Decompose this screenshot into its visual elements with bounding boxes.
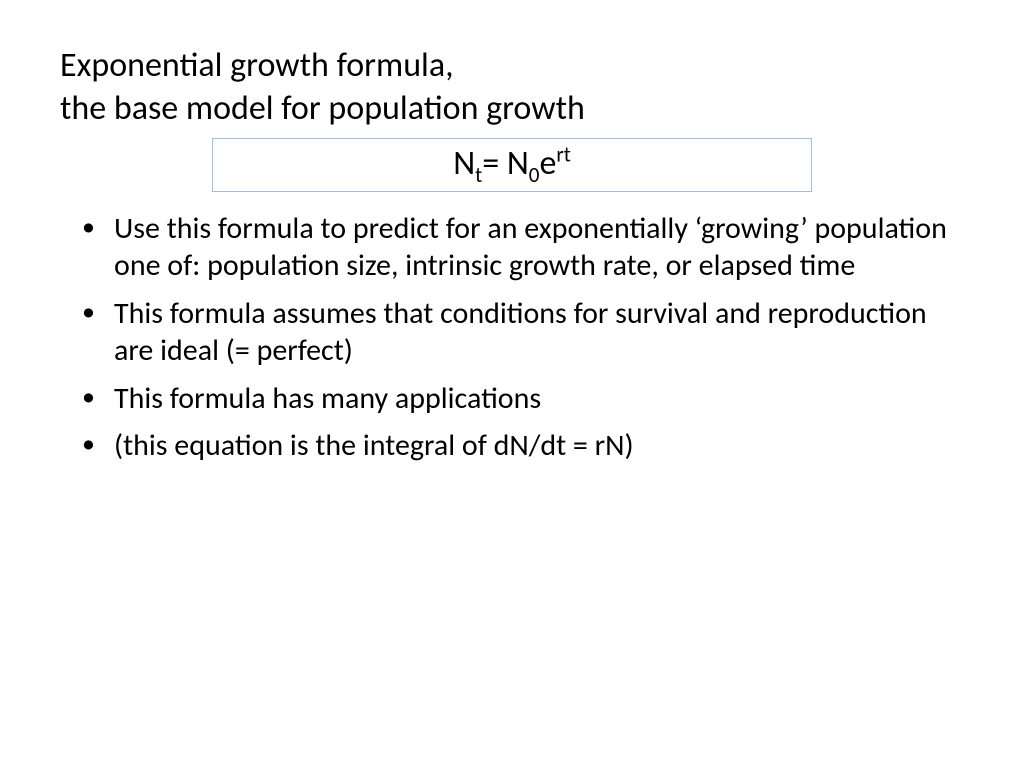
title-line-1: Exponential growth formula,	[60, 45, 964, 88]
list-item: Use this formula to predict for an expon…	[114, 210, 964, 285]
list-item: (this equation is the integral of dN/dt …	[114, 427, 964, 465]
formula-sup-rt: rt	[556, 142, 570, 168]
bullet-list: Use this formula to predict for an expon…	[60, 210, 964, 465]
formula-e: e	[539, 143, 556, 184]
formula-N1: N	[453, 143, 475, 184]
formula-box: Nt= N0ert	[212, 138, 812, 192]
list-item: This formula has many applications	[114, 380, 964, 418]
formula-eq: = N	[482, 143, 529, 184]
list-item: This formula assumes that conditions for…	[114, 295, 964, 370]
title-line-2: the base model for population growth	[60, 88, 964, 131]
slide-title: Exponential growth formula, the base mod…	[60, 45, 964, 130]
formula-sub-0: 0	[529, 162, 540, 188]
